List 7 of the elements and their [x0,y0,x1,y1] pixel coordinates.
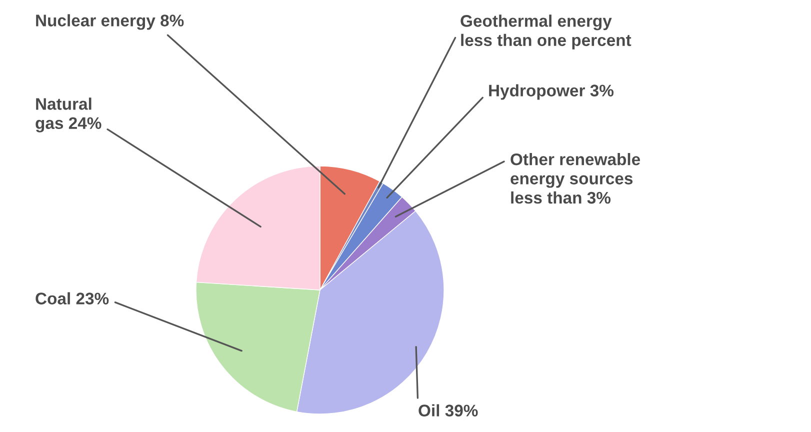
slice-label: Coal 23% [36,292,109,304]
slice-label: Natural gas 24% [36,98,102,132]
slice-label: Geothermal energy less than one percent [460,14,632,50]
slice-label: Nuclear energy 8% [36,14,184,30]
slice-label: Hydropower 3% [489,84,614,100]
slice-label: Other renewable energy sources less than 3% [510,153,640,204]
slice-label: Oil 39% [418,404,478,416]
